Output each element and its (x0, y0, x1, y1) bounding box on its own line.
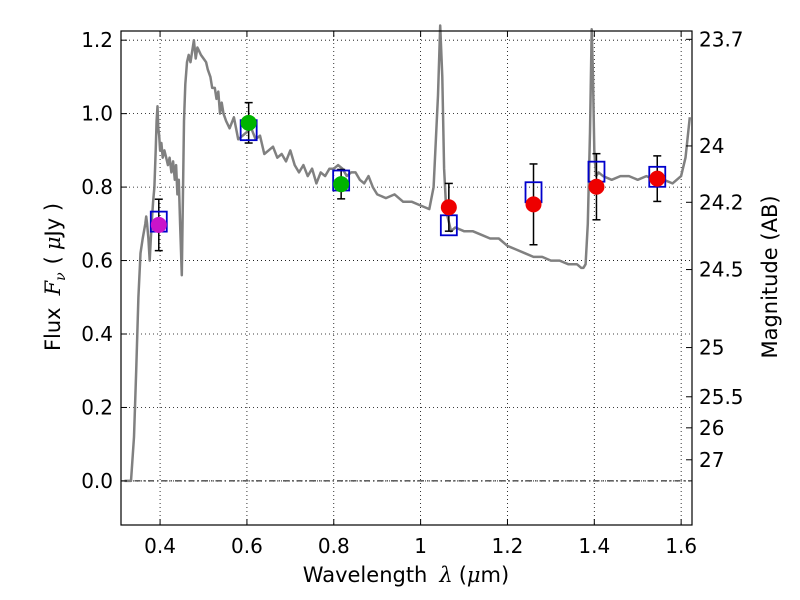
observed-flux-marker (240, 114, 257, 131)
x-axis-label: Wavelength λ (μm) (303, 563, 509, 587)
y-axis-label: FluxFν(μJy ) (41, 203, 69, 351)
observed-flux-marker (440, 199, 457, 216)
observed-flux-marker (150, 216, 167, 233)
y-tick-label: 0.0 (81, 469, 113, 493)
y-tick-label: 1.0 (81, 102, 113, 126)
x-tick-label: 1.2 (492, 534, 524, 558)
y-axis-ticks: 0.0 0.2 0.4 0.6 0.8 1.0 1.2 (81, 28, 127, 493)
y-tick-label: 0.2 (81, 395, 113, 419)
mag-tick-label: 23.7 (699, 27, 744, 51)
mag-tick-label: 24.2 (699, 190, 744, 214)
y-tick-label: 1.2 (81, 28, 113, 52)
y-tick-label: 0.4 (81, 322, 113, 346)
observed-photometry-markers (150, 114, 666, 233)
x-tick-label: 0.8 (318, 534, 350, 558)
mag-tick-label: 25 (699, 336, 724, 360)
plot-background (121, 31, 692, 525)
y-tick-label: 0.6 (81, 249, 113, 273)
x-tick-label: 0.6 (231, 534, 263, 558)
x-tick-label: 0.4 (144, 534, 176, 558)
observed-flux-marker (525, 196, 542, 213)
mag-tick-label: 25.5 (699, 385, 744, 409)
observed-flux-marker (333, 176, 350, 193)
x-tick-label: 1.6 (665, 534, 697, 558)
model-spectrum-line (124, 24, 692, 483)
plot-frame (120, 30, 693, 526)
magnitude-axis-label: Magnitude (AB) (758, 195, 782, 358)
mag-tick-label: 24.5 (699, 258, 744, 282)
x-tick-label: 1 (414, 534, 427, 558)
x-axis-ticks: 0.4 0.6 0.8 1 1.2 1.4 1.6 (144, 31, 697, 558)
mag-tick-label: 26 (699, 416, 724, 440)
mag-tick-label: 24 (699, 134, 724, 158)
observed-flux-marker (649, 170, 666, 187)
mag-tick-label: 27 (699, 448, 724, 472)
observed-flux-marker (588, 178, 605, 195)
y-tick-label: 0.8 (81, 175, 113, 199)
model-flux-marker (648, 165, 667, 188)
magnitude-axis-ticks: 23.7 24 24.2 24.5 25 25.5 26 27 (686, 27, 744, 472)
x-tick-label: 1.4 (578, 534, 610, 558)
